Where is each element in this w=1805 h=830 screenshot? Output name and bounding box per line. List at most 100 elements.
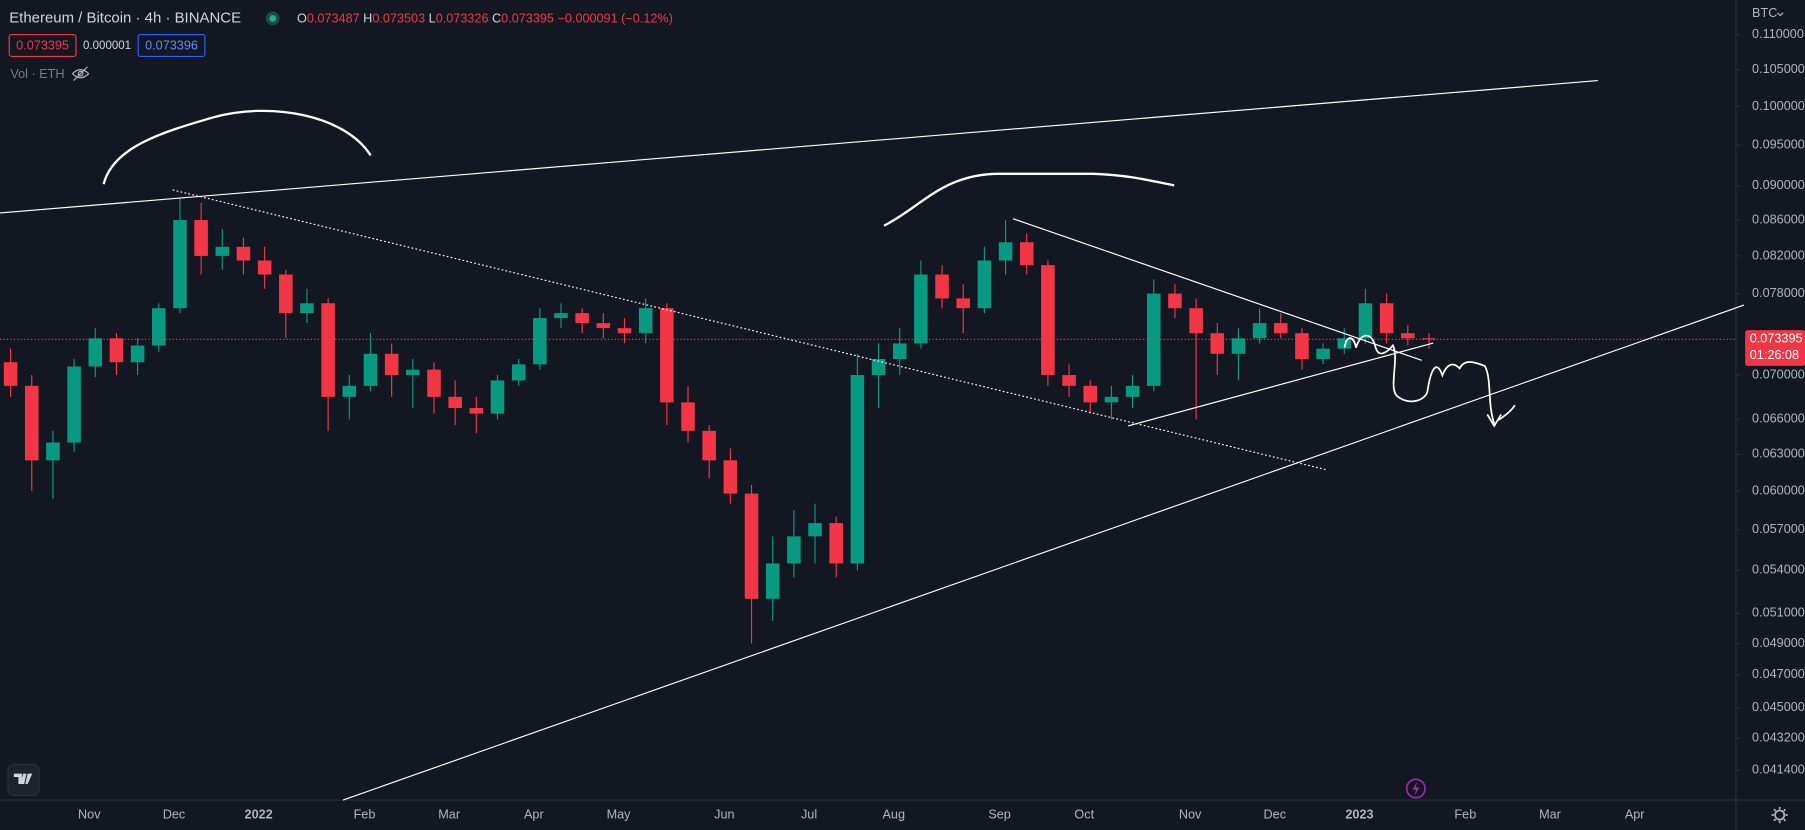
candle-body (533, 318, 547, 365)
candle-body (1379, 303, 1394, 334)
brush-stroke[interactable] (102, 109, 372, 185)
brush-stroke[interactable] (883, 172, 1175, 227)
x-tick-label: Jul (801, 807, 817, 821)
settings-icon[interactable] (1774, 809, 1786, 821)
trend-line[interactable] (1127, 342, 1434, 427)
candle-body (850, 375, 865, 564)
candle-body (363, 353, 378, 386)
y-tick-label: 0.090000 (1752, 178, 1805, 192)
x-tick-label: Dec (1264, 807, 1287, 821)
candle-body (342, 385, 357, 397)
candle-body (1125, 385, 1140, 397)
y-tick-label: 0.063000 (1752, 447, 1805, 461)
y-tick-label: 0.066000 (1752, 412, 1805, 426)
candle-body (215, 246, 230, 256)
sell-price[interactable]: 0.073395 (16, 38, 69, 52)
y-tick-label: 0.041400 (1752, 763, 1805, 777)
candle-body (596, 323, 611, 329)
candle-body (173, 220, 187, 309)
brush-stroke[interactable] (1343, 334, 1496, 424)
ohlc-value: 0.073503 (372, 12, 425, 26)
candle-body (1316, 348, 1330, 360)
candle-body (24, 385, 39, 461)
candle-body (3, 362, 18, 386)
candle-body (1401, 333, 1415, 339)
candle-body (935, 274, 949, 299)
candle-body (236, 246, 251, 261)
x-tick-label: Feb (1454, 807, 1476, 821)
candle-body (469, 407, 484, 414)
candle-body (427, 369, 441, 397)
y-tick-label: 0.095000 (1752, 137, 1805, 151)
candle-body (1083, 385, 1098, 403)
x-tick-label: Apr (1625, 807, 1645, 821)
hide-icon[interactable] (71, 66, 90, 81)
y-tick-label: 0.047000 (1752, 667, 1805, 681)
ohlc-label: O (297, 12, 307, 26)
logo-mark (13, 773, 33, 784)
trend-line[interactable] (0, 80, 1598, 214)
candle-body (617, 328, 632, 334)
x-tick-label: May (607, 807, 632, 821)
ohlc-label: H (363, 12, 372, 26)
trend-line[interactable] (172, 189, 1327, 471)
candle-body (956, 298, 971, 309)
currency[interactable]: BTC (1752, 6, 1777, 20)
y-tick-label: 0.054000 (1752, 563, 1805, 577)
candle-body (109, 338, 124, 363)
y-tick-label: 0.043200 (1752, 731, 1805, 745)
candle-body (511, 364, 526, 381)
x-tick-label: Aug (882, 807, 905, 821)
y-tick-label: 0.051000 (1752, 606, 1805, 620)
x-tick-label: Jun (714, 807, 734, 821)
trend-line[interactable] (342, 304, 1745, 801)
spread: 0.000001 (83, 40, 131, 52)
candle-body (1337, 338, 1352, 349)
sell-button[interactable] (8, 33, 77, 57)
candle-body (765, 563, 780, 599)
alert-icon[interactable] (1405, 778, 1426, 799)
candle-body (67, 366, 81, 443)
buy-button[interactable] (137, 33, 206, 57)
candle-body (1252, 323, 1267, 339)
settings-teeth (1771, 806, 1788, 824)
arrow[interactable] (1486, 404, 1516, 428)
candle-body (998, 242, 1013, 261)
candle-body (1358, 303, 1373, 339)
candle-body (914, 274, 928, 344)
x-tick-label: 2022 (245, 807, 273, 821)
candle-body (1231, 338, 1246, 354)
ohlc-value: 0.073395 (501, 12, 554, 26)
y-tick-label: 0.060000 (1752, 483, 1805, 497)
status-dot (269, 14, 277, 22)
buy-price[interactable]: 0.073396 (145, 38, 198, 52)
candle-body (448, 396, 462, 408)
trend-line[interactable] (1012, 218, 1422, 361)
candle-body (787, 536, 801, 564)
change: −0.000091 (−0.12%) (557, 12, 672, 26)
candle-body (279, 274, 293, 314)
currency-chevron[interactable] (1776, 12, 1784, 17)
y-tick-label: 0.086000 (1752, 212, 1805, 226)
symbol: Ethereum / Bitcoin · 4h · BINANCE (9, 9, 241, 26)
candle-body (871, 359, 886, 376)
candle-body (151, 308, 166, 346)
candle-body (681, 402, 695, 431)
candle-body (88, 338, 103, 367)
candle-body (1189, 308, 1203, 334)
candle-body (892, 343, 907, 360)
candle-body (1104, 396, 1119, 403)
candle-body (406, 369, 420, 376)
ohlc-value: 0.073487 (307, 12, 360, 26)
candle-body (554, 313, 568, 319)
plot (0, 198, 1736, 644)
alert-bolt (1412, 781, 1420, 796)
x-tick-label: Mar (438, 807, 460, 821)
candle-body (300, 303, 314, 314)
x-tick-label: Nov (78, 807, 101, 821)
candle-body (1168, 293, 1182, 309)
countdown: 01:26:08 (1750, 348, 1799, 362)
x-tick-label: Mar (1539, 807, 1561, 821)
candle-body (702, 430, 716, 461)
x-tick-label: Dec (163, 807, 186, 821)
